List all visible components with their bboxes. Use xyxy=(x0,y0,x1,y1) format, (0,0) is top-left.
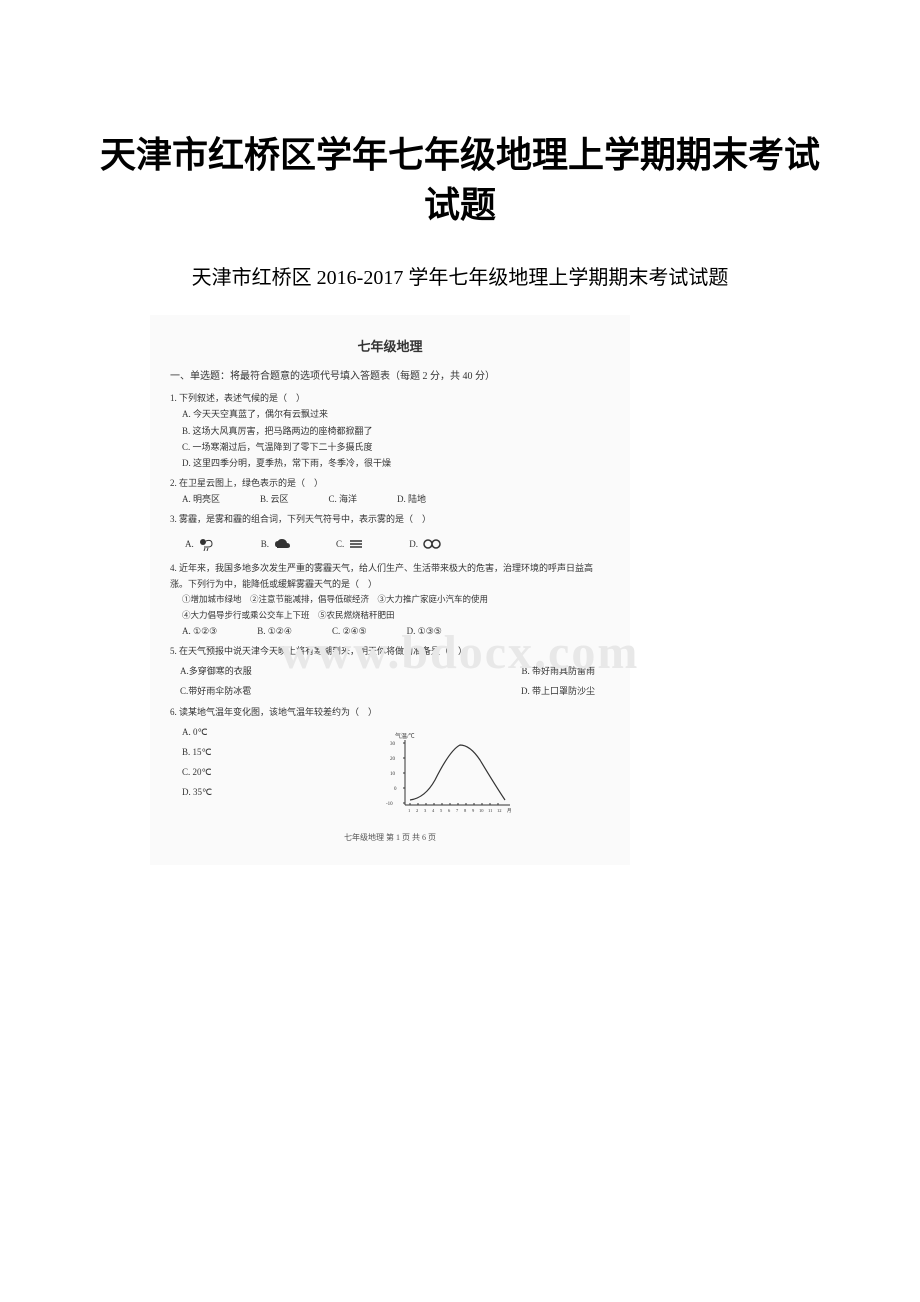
document-subtitle: 天津市红桥区 2016-2017 学年七年级地理上学期期末考试试题 xyxy=(0,261,920,290)
q1-text: 1. 下列叙述，表述气候的是（ ） xyxy=(170,390,610,406)
question-4: 4. 近年来，我国多地多次发生严重的雾霾天气，给人们生产、生活带来极大的危害，治… xyxy=(170,560,610,639)
question-2: 2. 在卫星云图上，绿色表示的是（ ） A. 明亮区 B. 云区 C. 海洋 D… xyxy=(170,475,610,507)
svg-text:12: 12 xyxy=(497,808,502,813)
q5-option-a: A.多穿御寒的衣服 xyxy=(180,663,252,679)
title-line-1: 天津市红桥区学年七年级地理上学期期末考试 xyxy=(100,135,820,175)
cloud-icon xyxy=(273,538,291,550)
q6-text: 6. 读某地气温年变化图，该地气温年较差约为（ ） xyxy=(170,704,610,720)
svg-text:9: 9 xyxy=(472,808,475,813)
svg-text:11: 11 xyxy=(488,808,492,813)
q1-option-b: B. 这场大风真厉害，把马路两边的座椅都掀翻了 xyxy=(182,423,610,439)
q2-text: 2. 在卫星云图上，绿色表示的是（ ） xyxy=(170,475,610,491)
q4-text: 4. 近年来，我国多地多次发生严重的雾霾天气，给人们生产、生活带来极大的危害，治… xyxy=(170,560,610,592)
q4-option-b: B. ①②④ xyxy=(257,623,292,639)
q2-option-c: C. 海洋 xyxy=(329,491,358,507)
q1-option-c: C. 一场寒潮过后，气温降到了零下二十多摄氏度 xyxy=(182,439,610,455)
q3-option-a: A. xyxy=(185,536,216,552)
exam-page-scan: 七年级地理 一、单选题：将最符合题意的选项代号填入答题表（每题 2 分，共 40… xyxy=(150,315,630,865)
q2-option-a: A. 明亮区 xyxy=(182,491,220,507)
q5-option-d: D. 带上口罩防沙尘 xyxy=(521,683,595,699)
sun-rain-icon xyxy=(198,537,216,551)
svg-text:20: 20 xyxy=(390,757,396,762)
section-1-title: 一、单选题：将最符合题意的选项代号填入答题表（每题 2 分，共 40 分） xyxy=(170,368,610,386)
chart-ylabel: 气温/℃ xyxy=(395,732,415,740)
title-line-2: 试题 xyxy=(424,185,496,225)
q3-option-b: B. xyxy=(261,536,291,552)
q2-option-d: D. 陆地 xyxy=(397,491,426,507)
question-5: 5. 在天气预报中说天津今天晚上将有寒潮到来，明天你将做的准备是（ ） A.多穿… xyxy=(170,643,610,700)
q4-sub1: ①增加城市绿地 ②注意节能减排，倡导低碳经济 ③大力推广家庭小汽车的使用 xyxy=(182,592,610,607)
svg-text:0: 0 xyxy=(394,787,397,792)
q4-option-c: C. ②④⑤ xyxy=(332,623,367,639)
fog-lines-icon xyxy=(348,539,364,549)
q4-option-a: A. ①②③ xyxy=(182,623,217,639)
haze-icon xyxy=(422,539,442,549)
q3-text: 3. 雾霾，是雾和霾的组合词，下列天气符号中，表示雾的是（ ） xyxy=(170,511,610,527)
svg-text:1: 1 xyxy=(408,808,410,813)
svg-text:10: 10 xyxy=(390,772,396,777)
question-3: 3. 雾霾，是雾和霾的组合词，下列天气符号中，表示雾的是（ ） A. B. C.… xyxy=(170,511,610,551)
svg-text:4: 4 xyxy=(432,808,435,813)
svg-text:7: 7 xyxy=(456,808,459,813)
svg-text:10: 10 xyxy=(479,808,484,813)
page-footer: 七年级地理 第 1 页 共 6 页 xyxy=(170,831,610,845)
exam-header: 七年级地理 xyxy=(170,335,610,358)
q3-option-d: D. xyxy=(409,536,442,552)
q3-option-c: C. xyxy=(336,536,364,552)
document-title: 天津市红桥区学年七年级地理上学期期末考试 试题 xyxy=(0,0,920,231)
question-1: 1. 下列叙述，表述气候的是（ ） A. 今天天空真蓝了，偶尔有云飘过来 B. … xyxy=(170,390,610,471)
q1-option-d: D. 这里四季分明，夏季热，常下雨，冬季冷，很干燥 xyxy=(182,455,610,471)
svg-text:2: 2 xyxy=(416,808,418,813)
svg-text:6: 6 xyxy=(448,808,451,813)
q5-option-b: B. 带好雨具防雷雨 xyxy=(521,663,595,679)
q5-text: 5. 在天气预报中说天津今天晚上将有寒潮到来，明天你将做的准备是（ ） xyxy=(170,643,610,659)
q4-option-d: D. ①③⑤ xyxy=(407,623,442,639)
svg-text:8: 8 xyxy=(464,808,467,813)
svg-text:3: 3 xyxy=(424,808,427,813)
q5-option-c: C.带好雨伞防冰雹 xyxy=(180,683,251,699)
svg-text:30: 30 xyxy=(390,742,396,747)
q1-option-a: A. 今天天空真蓝了，偶尔有云飘过来 xyxy=(182,406,610,422)
q2-option-b: B. 云区 xyxy=(260,491,289,507)
svg-text:月: 月 xyxy=(507,808,512,814)
svg-text:-10: -10 xyxy=(386,802,393,807)
q4-sub2: ④大力倡导步行或乘公交车上下班 ⑤农民燃烧秸秆肥田 xyxy=(182,608,610,623)
temperature-curve xyxy=(410,745,505,800)
temperature-chart: 气温/℃ 30 20 10 0 -10 123 456 789 101112 月 xyxy=(380,730,520,820)
svg-text:5: 5 xyxy=(440,808,443,813)
